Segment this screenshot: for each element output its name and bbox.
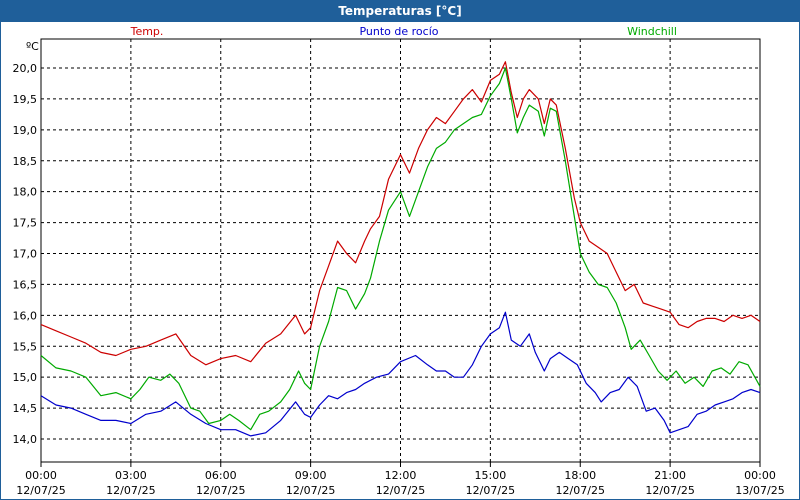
x-tick-date-label: 12/07/25 (376, 484, 425, 497)
y-tick-label: 20,0 (13, 62, 38, 75)
x-tick-date-label: 13/07/25 (735, 484, 784, 497)
x-tick-date-label: 12/07/25 (645, 484, 694, 497)
grid (41, 39, 760, 462)
series-lines (40, 61, 761, 437)
x-tick-date-label: 12/07/25 (196, 484, 245, 497)
legend: Temp. Punto de rocío Windchill (130, 25, 677, 38)
y-tick-label: 17,0 (13, 248, 38, 261)
series-line-temp- (40, 61, 761, 366)
y-tick-label: 14,0 (13, 433, 38, 446)
y-tick-label: 15,5 (13, 340, 38, 353)
y-tick-label: 19,5 (13, 93, 38, 106)
legend-entry: Punto de rocío (359, 25, 438, 38)
x-tick-time-label: 18:00 (564, 469, 596, 482)
chart-title: Temperaturas [°C] (0, 0, 800, 22)
x-tick-time-label: 21:00 (654, 469, 686, 482)
y-tick-label: 18,0 (13, 186, 38, 199)
y-tick-label: 18,5 (13, 155, 38, 168)
series-line-windchill (40, 67, 761, 431)
y-tick-label: 16,0 (13, 309, 38, 322)
x-tick-date-label: 12/07/25 (556, 484, 605, 497)
x-tick-time-label: 15:00 (475, 469, 507, 482)
y-tick-label: 17,5 (13, 217, 38, 230)
x-tick-date-label: 12/07/25 (106, 484, 155, 497)
y-tick-label: 16,5 (13, 278, 38, 291)
x-tick-date-label: 12/07/25 (286, 484, 335, 497)
legend-entry: Temp. (130, 25, 164, 38)
legend-entry: Windchill (627, 25, 677, 38)
axes (40, 38, 761, 467)
x-tick-time-label: 12:00 (385, 469, 417, 482)
x-tick-time-label: 00:00 (744, 469, 776, 482)
y-tick-label: 14,5 (13, 402, 38, 415)
series-line-punto-de-roc-o (40, 311, 761, 437)
x-tick-time-label: 06:00 (205, 469, 237, 482)
tick-labels: 14,0 14,5 15,0 15,5 16,0 16,5 17,0 17,5 18,0 18,5… (13, 62, 785, 497)
y-tick-label: 15,0 (13, 371, 38, 384)
x-tick-time-label: 00:00 (25, 469, 57, 482)
x-tick-date-label: 12/07/25 (16, 484, 65, 497)
y-tick-label: 19,0 (13, 124, 38, 137)
x-tick-time-label: 09:00 (295, 469, 327, 482)
y-axis-unit-label: ºC (26, 40, 39, 53)
plot-frame (40, 38, 761, 463)
x-tick-time-label: 03:00 (115, 469, 147, 482)
x-tick-date-label: 12/07/25 (466, 484, 515, 497)
